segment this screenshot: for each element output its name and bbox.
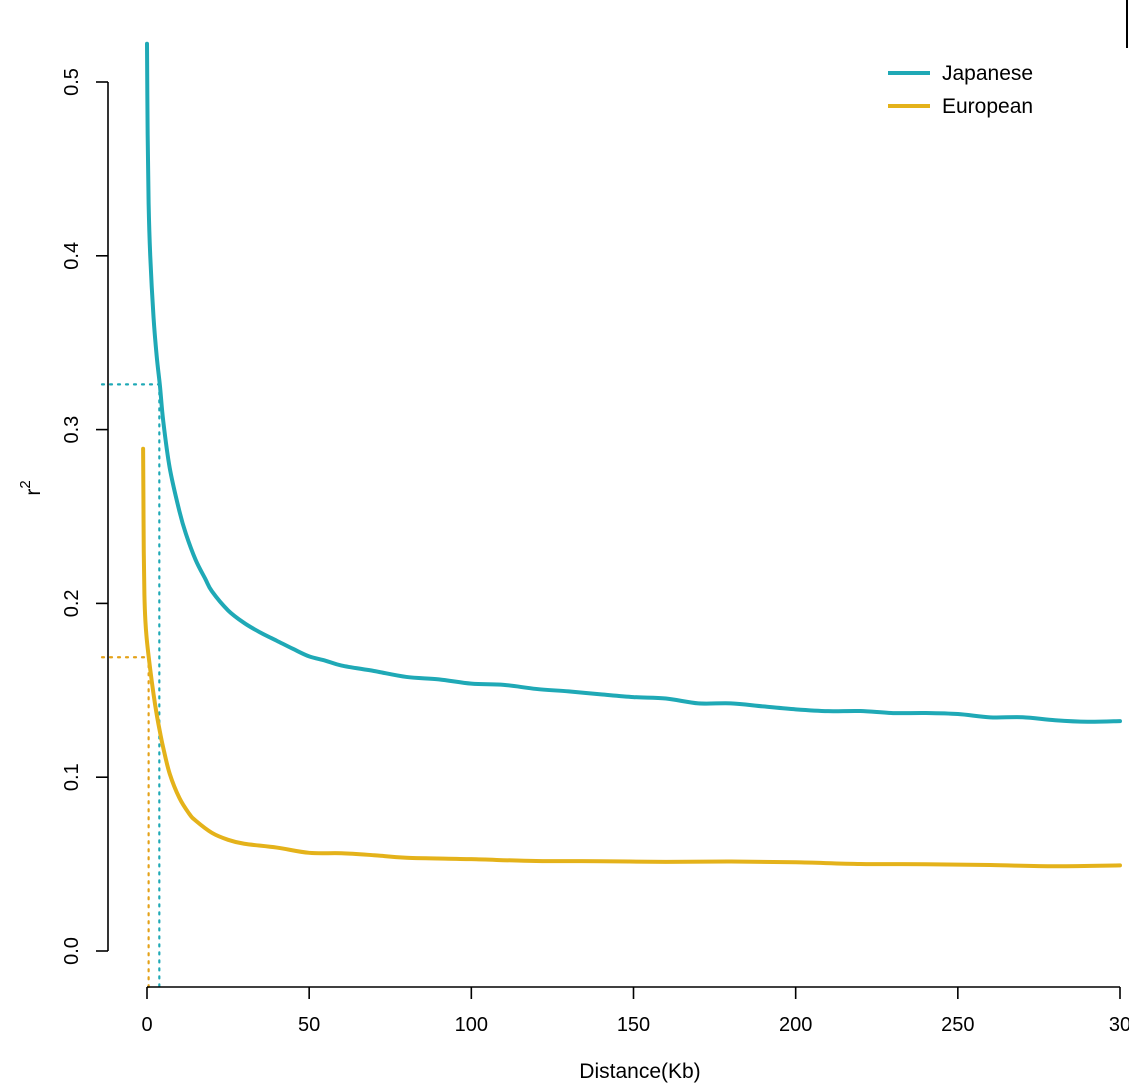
y-tick-label: 0.5: [61, 68, 83, 96]
legend-label-european: European: [942, 95, 1033, 118]
y-axis-title-base: r: [22, 489, 45, 496]
x-tick-label: 50: [298, 1014, 320, 1036]
y-tick-label: 0.0: [61, 937, 83, 965]
x-ticks: 0 50 100 150 200 250 30: [141, 987, 1129, 1036]
y-tick-label: 0.4: [61, 242, 83, 270]
x-tick-label: 250: [941, 1014, 974, 1036]
series-line-european: [141, 446, 1122, 869]
y-ticks: 0.0 0.1 0.2 0.3 0.4 0.5: [61, 68, 108, 965]
legend-label-japanese: Japanese: [942, 62, 1033, 85]
series-layer: [141, 41, 1122, 869]
x-axis-title: Distance(Kb): [579, 1060, 700, 1083]
axes: 0.0 0.1 0.2 0.3 0.4 0.5 0 50 100 150 200 250 30 Dis…: [17, 68, 1129, 1083]
y-axis-title: r2: [17, 480, 45, 495]
y-tick-label: 0.2: [61, 589, 83, 617]
y-tick-label: 0.1: [61, 763, 83, 791]
y-tick-label: 0.3: [61, 416, 83, 444]
x-tick-label: 150: [617, 1014, 650, 1036]
x-tick-label: 0: [141, 1014, 152, 1036]
x-tick-label: 30: [1109, 1014, 1129, 1036]
x-tick-label: 200: [779, 1014, 812, 1036]
x-tick-label: 100: [455, 1014, 488, 1036]
series-line-japanese: [145, 41, 1122, 724]
reference-lines: [100, 383, 161, 989]
legend: Japanese European: [888, 62, 1033, 118]
y-axis-title-sup: 2: [17, 480, 34, 488]
